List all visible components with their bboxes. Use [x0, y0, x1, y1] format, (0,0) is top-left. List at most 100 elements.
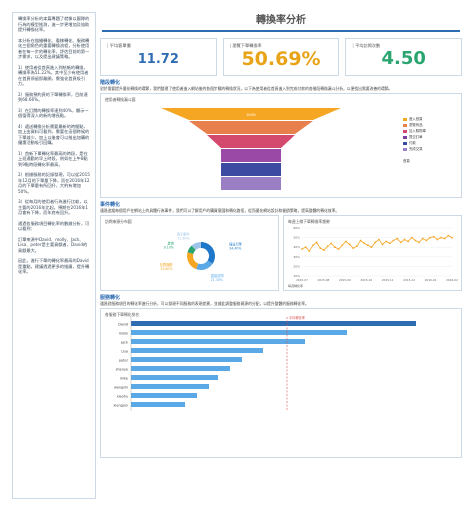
line-point — [366, 244, 369, 247]
x-tick-label: 2015-12 — [403, 278, 415, 282]
line-point — [330, 242, 333, 245]
line-point — [432, 235, 435, 238]
x-tick-label: 2016-01 — [425, 278, 437, 282]
x-tick-label: 2015-09 — [339, 278, 351, 282]
funnel-stage-4 — [221, 149, 281, 162]
legend-label: 加入購物車 — [409, 129, 426, 133]
bar — [131, 402, 185, 407]
line-point — [451, 236, 453, 239]
donut-label: 搜尋引擎 — [229, 242, 243, 247]
line-point — [443, 237, 446, 240]
x-tick-label: 2015-08 — [318, 278, 330, 282]
y-tick-label: 60% — [293, 226, 300, 230]
bar-chart-panel: 各服務下單轉化排名 David molly Jack Lisa peter shenye m… — [100, 308, 462, 458]
bar — [131, 357, 242, 362]
line-point — [312, 244, 314, 247]
legend-swatch — [403, 147, 407, 151]
legend-swatch — [403, 117, 407, 121]
x-tick-label: 2015-10 — [360, 278, 372, 282]
funnel-chart: 100% — [161, 108, 341, 190]
funnel-stage-2 — [189, 121, 313, 134]
sidebar-paragraph: 1）首新下單轉化率最高的時段，是在上班通勤的早上時段，例如在上午8點到9點時段轉… — [18, 150, 88, 167]
section-heading: 階段轉化 — [100, 80, 121, 86]
bar-title: 各服務下單轉化排名 — [105, 312, 140, 317]
line-point — [418, 241, 420, 244]
sidebar-paragraph: 4）遞送轉換分析需要最新的時間點，加上由資料可看到，需要在這個時候的下單減少，加… — [18, 123, 90, 146]
line-point — [315, 241, 318, 244]
y-tick-label: 10% — [293, 274, 300, 278]
funnel-stage-5 — [221, 163, 281, 176]
funnel-legend-item: 進入首頁 — [403, 116, 423, 121]
line-point — [396, 237, 399, 240]
line-point — [377, 238, 380, 241]
line-point — [421, 237, 424, 240]
line-point — [410, 236, 413, 239]
reference-label: 平均轉化率 — [289, 315, 306, 320]
line-point — [425, 239, 428, 242]
line-point — [308, 250, 311, 252]
funnel-legend-item: 加入購物車 — [403, 128, 426, 133]
bar — [131, 330, 347, 335]
bar-category-label: xiaohu — [117, 395, 128, 399]
legend-label: 進入首頁 — [409, 117, 423, 121]
funnel-stage-6 — [221, 177, 281, 190]
line-legend: 每週轉化率 — [288, 283, 303, 288]
donut-label: 社群媒體 — [160, 262, 174, 267]
donut-slice — [196, 260, 213, 270]
title-divider — [102, 30, 460, 32]
section-heading: 事件轉化 — [100, 202, 121, 208]
line-point — [363, 242, 366, 245]
line-point — [345, 240, 347, 243]
x-tick-label: 2015-07 — [296, 278, 308, 282]
sidebar-paragraph: 2）服務預約頁的下單轉換率，目前達到68.66%。 — [18, 91, 88, 103]
line-point — [341, 244, 344, 247]
line-point — [348, 243, 351, 246]
y-tick-label: 50% — [293, 236, 300, 240]
funnel-chart-panel: 使用者轉換漏斗圖 100% 進入首頁 瀏覽商品 加入購物車 提交訂單 付款 完成… — [100, 93, 462, 198]
legend-label: 提交訂單 — [409, 135, 423, 139]
sidebar-paragraph: 3）從每月的使用者行為進行比較，以主要的2016年比起，預期在2016年1月會有… — [18, 199, 89, 215]
funnel-legend-item: 完成交易 — [403, 146, 423, 151]
kpi-value: 50.69% — [241, 48, 321, 70]
funnel-title: 使用者轉換漏斗圖 — [105, 97, 136, 102]
line-chart-panel: 每週上線下單轉換率趨勢 60% 50% 40% 30% 20% 10% 2015-07 201… — [283, 215, 462, 291]
bar-category-label: Jack — [120, 341, 128, 345]
legend-label: 完成交易 — [409, 147, 423, 151]
line-title: 每週上線下單轉換率趨勢 — [288, 219, 330, 224]
donut-slice — [187, 252, 199, 270]
donut-value-label: 23.60% — [160, 267, 172, 271]
y-tick-label: 20% — [293, 264, 300, 268]
y-tick-label: 30% — [293, 255, 300, 259]
line-point — [370, 246, 373, 249]
line-point — [334, 246, 336, 249]
legend-swatch — [403, 129, 407, 133]
kpi-value: 4.50 — [381, 48, 426, 69]
kpi-label: 平均客單價 — [107, 43, 131, 49]
sidebar-analysis-text: 轉換率分析的本篇專題了就像以團隊的行為的模型推測，進一步更增加及協助提升轉換化率… — [12, 12, 96, 499]
funnel-stage-3 — [207, 135, 295, 148]
line-point — [429, 236, 431, 239]
section-text: 通過追蹤每個用戶在網站上的具體行為事件，我們可以了解用戶的購買意圖和轉化路徑，從… — [100, 208, 340, 213]
sidebar-paragraph: 通過各服務項目轉化率的數據分析，可以看到： — [18, 220, 90, 232]
kpi-row: 平均客單價 11.72 瀏覽下單轉換率 50.69% 平均訪問次數 4.50 — [100, 38, 463, 76]
section-text: 通過對服務項目的轉化率進行分析，可以發現不同服務的表現差異，並據此調整服務資源的… — [100, 301, 309, 306]
sidebar-paragraph: 1）使用者從首頁進入到結帳的轉換，轉換率為51.22%，其中至少有使用者在首頁停… — [18, 64, 89, 87]
line-point — [352, 247, 355, 250]
funnel-legend-item: 付款 — [403, 140, 416, 145]
kpi-label: 瀏覽下單轉換率 — [230, 43, 261, 49]
bar — [131, 339, 305, 344]
page-title: 轉換率分析 — [256, 15, 306, 26]
bar-category-label: David — [118, 323, 128, 327]
bar — [131, 375, 218, 380]
funnel-legend-item: 提交訂單 — [403, 134, 423, 139]
bar — [131, 384, 209, 389]
line-point — [388, 242, 391, 245]
sidebar-paragraph: 轉換率分析的本篇專題了就像以團隊的行為的模型推測，進一步更增加及協助提升轉換化率… — [18, 16, 90, 32]
donut-label: 電子郵件 — [177, 231, 191, 236]
line-point — [381, 243, 384, 246]
section-heading: 服務轉化 — [100, 295, 121, 301]
dashboard-main: 轉換率分析 平均客單價 11.72 瀏覽下單轉換率 50.69% 平均訪問次數 … — [100, 12, 463, 499]
line-point — [319, 247, 322, 250]
kpi-card-avg-order: 平均客單價 11.72 — [100, 38, 217, 76]
sidebar-paragraph: 本分析在描繪轉化、看樣轉化、服務轉化三個角色的重要轉換流程，分析使用者在每一步的… — [18, 37, 90, 60]
